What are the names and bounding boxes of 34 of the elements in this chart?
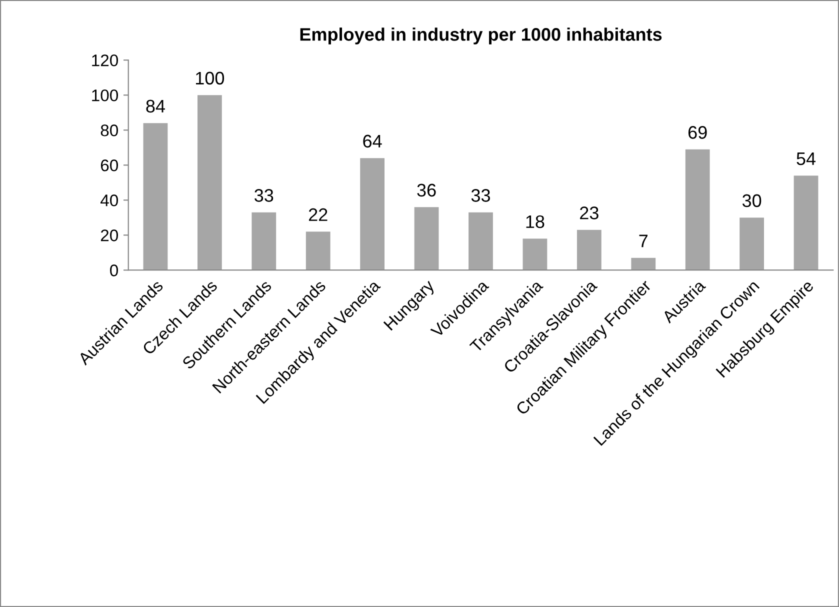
bar xyxy=(522,238,548,270)
data-label: 84 xyxy=(146,100,165,113)
bar xyxy=(414,207,439,270)
bar xyxy=(631,258,656,270)
bar xyxy=(740,218,764,270)
bar xyxy=(685,149,710,270)
data-label: 54 xyxy=(796,152,816,166)
data-label: 23 xyxy=(580,206,598,220)
bar xyxy=(306,232,330,270)
chart-title: Employed in industry per 1000 inhabitants xyxy=(300,28,662,44)
data-label: 7 xyxy=(639,234,648,248)
y-tick-label: 80 xyxy=(100,124,118,136)
bar xyxy=(794,176,818,270)
data-label: 69 xyxy=(688,126,707,139)
data-label: 30 xyxy=(742,194,762,208)
y-tick-label: 0 xyxy=(110,264,118,276)
bar xyxy=(360,158,385,270)
y-tick-label: 60 xyxy=(100,160,118,172)
y-tick-label: 100 xyxy=(92,90,118,102)
bar xyxy=(576,230,602,270)
data-label: 100 xyxy=(196,72,224,85)
data-label: 22 xyxy=(308,208,328,221)
bar xyxy=(468,212,493,270)
bar xyxy=(197,95,222,270)
data-label: 36 xyxy=(417,184,436,197)
bar xyxy=(143,123,168,270)
y-tick-label: 40 xyxy=(100,194,118,206)
bar xyxy=(252,212,276,270)
y-tick-label: 20 xyxy=(100,230,118,242)
data-label: 18 xyxy=(526,215,544,228)
data-label: 64 xyxy=(363,134,382,148)
y-tick-label: 120 xyxy=(92,54,118,66)
data-label: 33 xyxy=(254,189,274,202)
data-label: 33 xyxy=(471,189,490,202)
